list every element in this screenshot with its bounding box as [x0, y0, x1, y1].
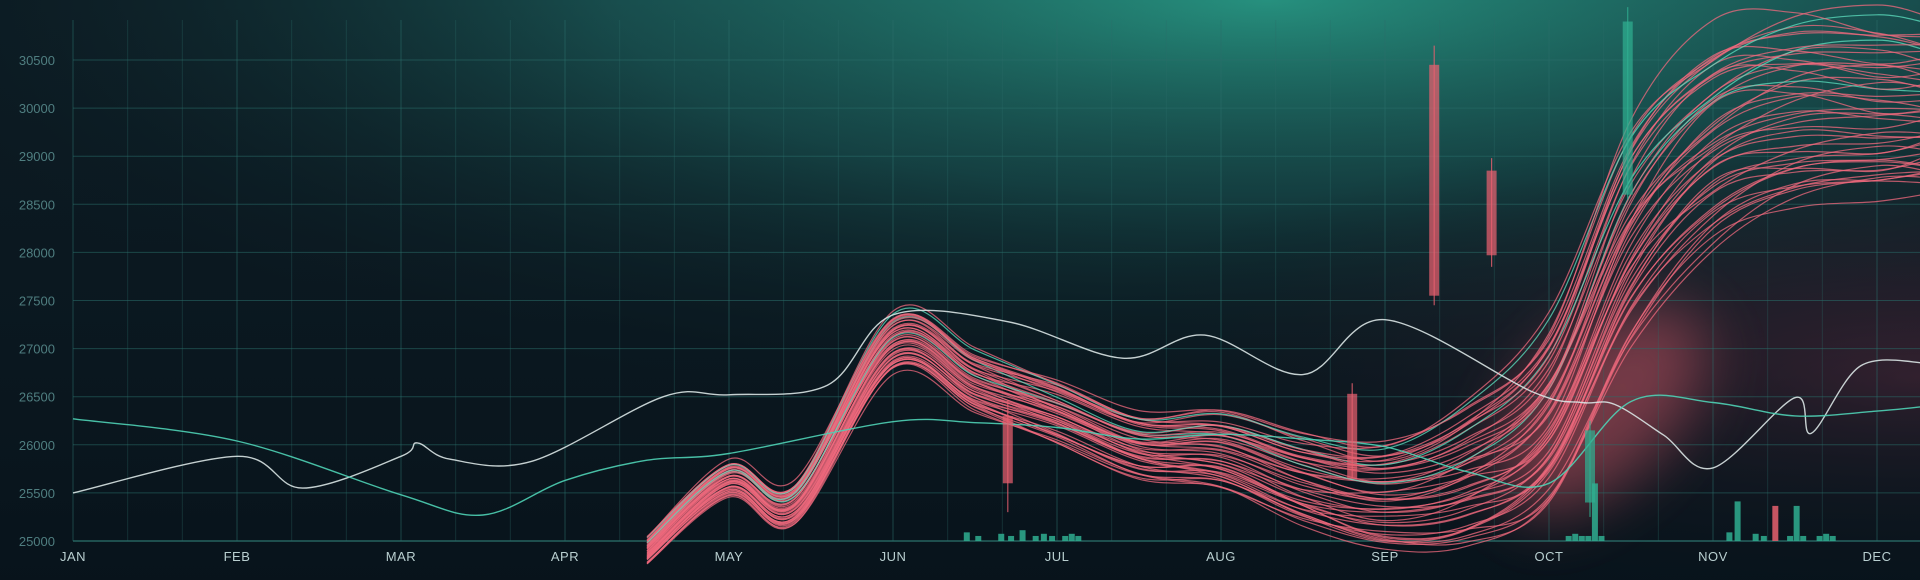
y-tick-label: 27000: [19, 342, 55, 357]
volume-bar: [1726, 532, 1733, 541]
y-tick-label: 30000: [19, 101, 55, 116]
y-tick-label: 30500: [19, 53, 55, 68]
fan-path: [646, 8, 1920, 538]
fan-path: [646, 175, 1920, 565]
volume-bar: [1068, 533, 1075, 541]
volume-bar: [1752, 533, 1759, 541]
candlesticks: [1002, 7, 1633, 517]
x-tick-label: JAN: [60, 549, 86, 564]
volume-bar: [1800, 535, 1807, 541]
y-tick-label: 29000: [19, 149, 55, 164]
x-tick-label: JUL: [1045, 549, 1070, 564]
volume-bar: [1772, 505, 1779, 541]
volume-bar: [1823, 533, 1830, 541]
candle-body: [1486, 170, 1497, 256]
x-tick-label: FEB: [224, 549, 251, 564]
y-tick-label: 25000: [19, 534, 55, 549]
x-tick-label: MAR: [386, 549, 416, 564]
volume-bar: [1591, 483, 1598, 541]
candle-body: [1622, 21, 1633, 195]
y-tick-label: 28500: [19, 197, 55, 212]
fan-path: [646, 144, 1920, 559]
volume-bar: [1040, 533, 1047, 541]
candle-body: [1429, 64, 1440, 296]
candle-body: [1002, 415, 1013, 484]
fan-path: [646, 111, 1920, 552]
fan-path: [646, 32, 1920, 541]
volume-bar: [1760, 535, 1767, 541]
fan-path: [646, 84, 1920, 549]
fan-path: [646, 44, 1920, 542]
x-tick-label: OCT: [1535, 549, 1564, 564]
fan-path: [646, 172, 1920, 561]
y-tick-label: 25500: [19, 486, 55, 501]
volume-bar: [1793, 505, 1800, 541]
series-lines: [72, 309, 1920, 517]
volume-bars: [963, 483, 1836, 541]
x-tick-label: MAY: [715, 549, 744, 564]
volume-bar: [975, 535, 982, 541]
volume-bar: [1578, 535, 1585, 541]
teal-series-line: [72, 394, 1920, 517]
x-tick-label: AUG: [1206, 549, 1236, 564]
volume-bar: [1585, 535, 1592, 541]
volume-bar: [1787, 535, 1794, 541]
fan-path: [646, 81, 1920, 548]
x-tick-label: DEC: [1863, 549, 1892, 564]
volume-bar: [1049, 535, 1056, 541]
y-tick-label: 26000: [19, 438, 55, 453]
volume-bar: [1829, 535, 1836, 541]
volume-bar: [1075, 535, 1082, 541]
volume-bar: [1598, 535, 1605, 541]
x-tick-label: APR: [551, 549, 579, 564]
volume-bar: [1816, 535, 1823, 541]
fan-path: [646, 134, 1920, 554]
y-axis: 25000 25500 26000 26500 27000 27500 28000 28500…: [19, 53, 55, 549]
volume-bar: [1572, 533, 1579, 541]
fan-glow-blur: [1495, 305, 1705, 515]
candle-body: [1347, 393, 1358, 479]
y-tick-label: 28000: [19, 245, 55, 260]
fan-path: [646, 14, 1920, 539]
volume-bar: [1019, 530, 1026, 541]
fan-path: [646, 50, 1920, 542]
volume-bar: [1565, 535, 1572, 541]
x-tick-label: NOV: [1698, 549, 1728, 564]
y-tick-label: 27500: [19, 294, 55, 309]
projection-fan: [646, 4, 1920, 565]
x-tick-label: SEP: [1371, 549, 1399, 564]
fan-path: [646, 194, 1920, 564]
x-axis: JAN FEB MAR APR MAY JUN JUL AUG SEP OCT NOV DEC: [60, 549, 1892, 564]
fan-path: [646, 153, 1920, 557]
y-tick-label: 26500: [19, 390, 55, 405]
fan-path: [646, 30, 1920, 538]
volume-bar: [1734, 501, 1741, 541]
volume-bar: [1032, 535, 1039, 541]
volume-bar: [1008, 535, 1015, 541]
x-tick-label: JUN: [880, 549, 907, 564]
volume-bar: [963, 532, 970, 541]
fan-path: [646, 135, 1920, 556]
candle-body: [1585, 430, 1595, 503]
white-series-line: [72, 309, 1920, 494]
volume-bar: [1062, 535, 1069, 541]
volume-bar: [998, 533, 1005, 541]
fan-path: [646, 107, 1920, 550]
